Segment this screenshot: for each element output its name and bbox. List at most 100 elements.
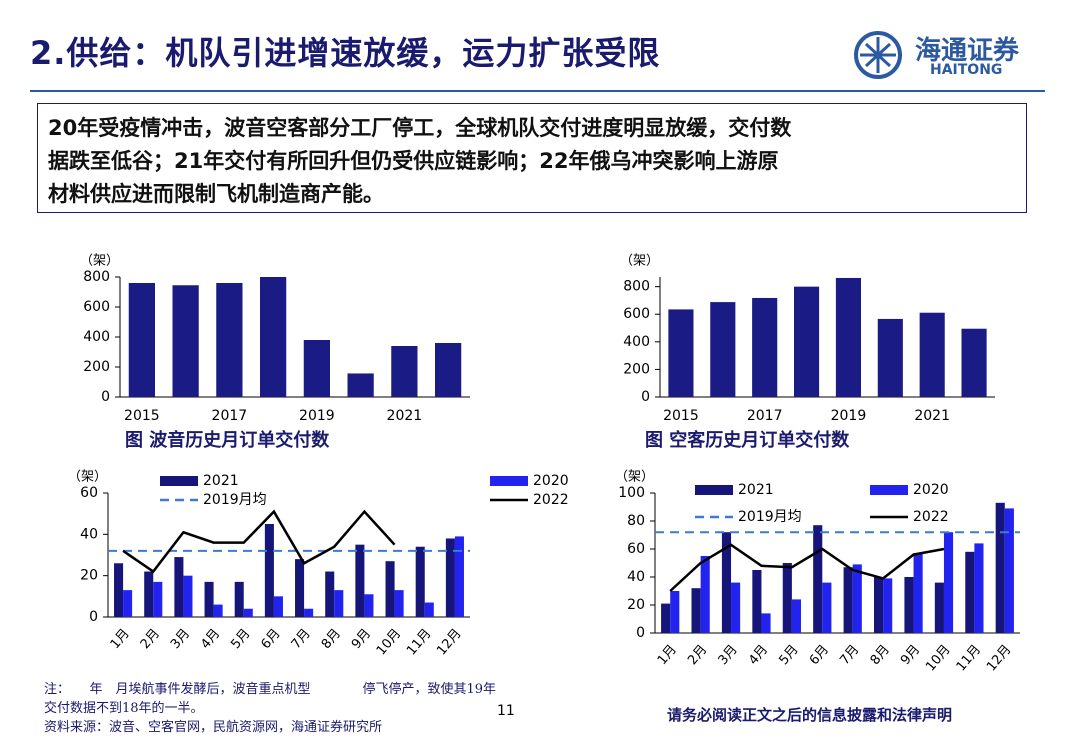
x-tick-label: 2017 [212,408,248,424]
bar [304,608,314,617]
x-tick-label: 2019 [299,408,335,424]
y-tick-label: 60 [80,485,98,501]
bar [904,577,914,633]
legend-label: 2020 [533,473,569,489]
bar [213,604,223,617]
logo-icon [854,31,902,79]
bar [174,557,184,617]
x-tick-label: 2015 [124,408,160,424]
bar [852,564,862,633]
unit-label: （架） [80,254,119,269]
y-tick-label: 800 [623,279,650,295]
x-tick-label: 4月 [746,642,771,668]
bar [273,596,283,617]
bar [974,543,984,633]
x-tick-label: 5月 [776,642,801,668]
x-tick-label: 2019 [831,408,867,424]
bar [791,599,801,633]
bar [965,551,975,633]
legend-label: 2021 [203,473,239,489]
x-tick-label: 10月 [374,626,404,658]
legend-label: 2019月均 [203,492,267,508]
bar [883,578,893,633]
unit-label: （架） [620,254,659,269]
bar [668,309,694,397]
y-tick-label: 0 [89,609,98,625]
x-tick-label: 11月 [404,626,434,658]
bar [415,546,425,617]
bar [394,590,404,617]
bar [835,277,861,397]
bar [325,571,335,617]
bar [822,582,832,633]
legend-label: 2022 [913,509,949,525]
bar [364,594,374,617]
bar [877,318,903,397]
x-tick-label: 3月 [716,642,741,668]
x-tick-label: 1月 [655,642,680,668]
bar [128,283,155,397]
y-tick-label: 40 [627,569,645,585]
x-tick-label: 5月 [228,626,253,652]
summary-line: 材料供应进而限制飞机制造商产能。 [48,182,384,206]
x-tick-label: 1月 [108,626,133,652]
x-tick-label: 6月 [807,642,832,668]
x-tick-label: 2021 [914,408,950,424]
chart-caption: 图 波音历史月订单交付数 [125,429,330,451]
bar [123,590,133,617]
x-tick-label: 8月 [868,642,893,668]
y-tick-label: 600 [83,299,110,315]
line [122,509,396,574]
bar [334,590,344,617]
legend-label: 2022 [533,492,569,508]
x-tick-label: 11月 [954,642,984,674]
bar [670,591,680,633]
bar [260,277,287,397]
x-tick-label: 9月 [898,642,923,668]
y-tick-label: 200 [83,359,110,375]
summary-line: 20年受疫情冲击，波音空客部分工厂停工，全球机队交付进度明显放缓，交付数 [48,116,792,140]
y-tick-label: 600 [623,306,650,322]
bar [752,570,762,633]
bar [874,577,884,633]
x-tick-label: 8月 [319,626,344,652]
unit-label: （架） [615,470,654,485]
line [669,543,945,592]
x-tick-label: 2017 [747,408,783,424]
source: 资料来源：波音、空客官网，民航资源网，海通证券研究所 [44,720,383,735]
legend-swatch [160,476,198,486]
legend-swatch [695,485,733,495]
bar [700,556,710,633]
bar [782,563,792,633]
bar [843,567,853,633]
x-tick-label: 2015 [663,408,699,424]
bar [303,340,330,397]
slide-title: 2.供给：机队引进增速放缓，运力扩张受限 [30,34,661,72]
y-tick-label: 0 [636,625,645,641]
bar [934,582,944,633]
bar [445,538,455,617]
bar [813,525,823,633]
x-tick-label: 4月 [198,626,223,652]
x-tick-label: 2月 [138,626,163,652]
bar [731,582,741,633]
bar [216,283,243,397]
bar [794,286,820,397]
bar [391,346,418,397]
bar [454,536,464,617]
bar [995,502,1005,633]
unit-label: （架） [68,470,107,485]
bar [913,553,923,633]
bar [153,581,163,617]
x-tick-label: 9月 [349,626,374,652]
legend-label: 2020 [913,482,949,498]
bar [347,373,374,397]
note: 注： 年 月埃航事件发酵后，波音重点机型 停飞停产，致使其19年交付数据不到18… [44,682,497,716]
bar [752,297,778,397]
x-tick-label: 2月 [685,642,710,668]
page-number: 11 [497,703,515,719]
y-tick-label: 400 [83,329,110,345]
bar [761,613,771,633]
